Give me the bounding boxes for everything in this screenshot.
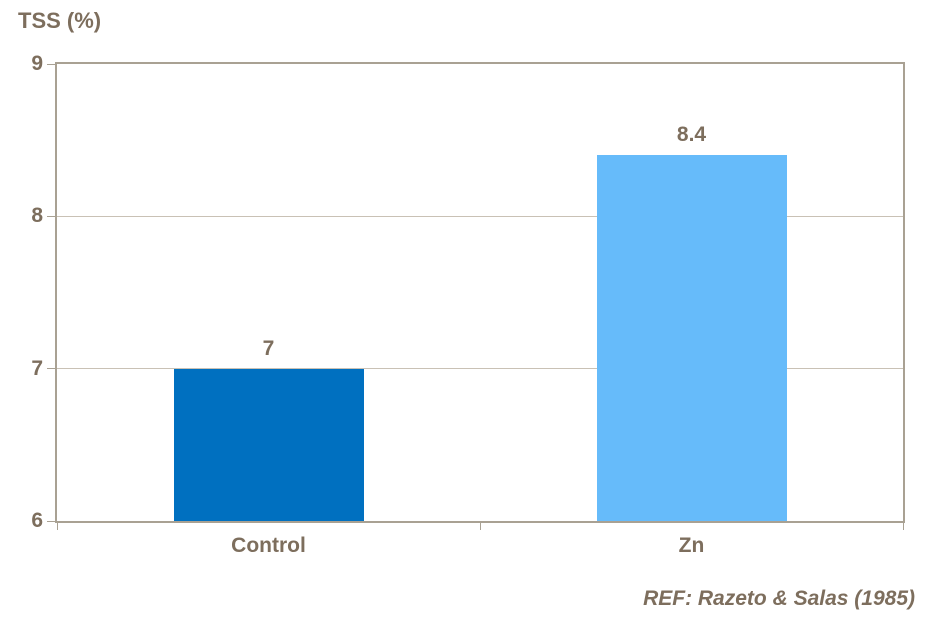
plot-area: 6 7 8 9 7 Control 8.4 Zn xyxy=(31,53,905,556)
x-axis-tick-mark xyxy=(56,523,58,530)
y-axis-tick-mark xyxy=(47,215,55,217)
chart-title: TSS (%) xyxy=(18,8,102,33)
y-axis-tick-label: 6 xyxy=(31,509,43,532)
reference-note: REF: Razeto & Salas (1985) xyxy=(643,587,915,610)
x-axis-tick-mark xyxy=(902,523,904,530)
gridline-y-8 xyxy=(57,215,903,217)
category-label-zn: Zn xyxy=(678,534,705,557)
bar-value-label: 8.4 xyxy=(676,123,707,147)
bar-control xyxy=(173,368,364,521)
y-axis-tick-label: 7 xyxy=(31,356,43,380)
category-label-control: Control xyxy=(231,534,306,557)
bar-value-label: 7 xyxy=(262,336,275,360)
y-axis-tick-label: 8 xyxy=(31,204,43,228)
x-axis-tick-mark xyxy=(479,523,481,530)
y-axis-tick-mark xyxy=(47,368,55,370)
y-axis-tick-label: 9 xyxy=(31,52,43,75)
bar-zn xyxy=(596,155,787,521)
y-axis-tick-mark xyxy=(47,520,55,522)
gridline-y-7 xyxy=(57,368,903,370)
y-axis-tick-mark xyxy=(47,63,55,65)
